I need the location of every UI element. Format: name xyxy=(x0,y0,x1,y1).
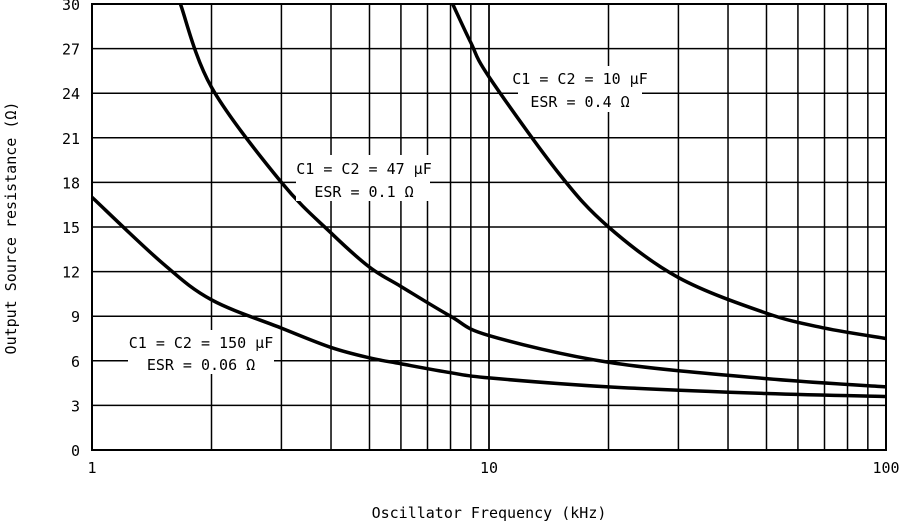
y-tick-label: 18 xyxy=(62,174,80,192)
y-tick-label: 6 xyxy=(71,353,80,371)
y-tick-label: 24 xyxy=(62,85,80,103)
y-axis-label: Output Source resistance (Ω) xyxy=(2,102,20,355)
y-tick-label: 3 xyxy=(71,397,80,415)
series-label-47uf: C1 = C2 = 47 µF ESR = 0.1 Ω xyxy=(296,155,432,201)
y-tick-label: 21 xyxy=(62,130,80,148)
y-tick-label: 0 xyxy=(71,442,80,460)
plot-frame xyxy=(91,3,887,451)
series-label-line1: C1 = C2 = 47 µF xyxy=(296,160,431,178)
y-tick-labels: 0 3 6 9 12 15 18 21 24 27 30 xyxy=(62,0,80,460)
x-axis-label: Oscillator Frequency (kHz) xyxy=(372,504,607,522)
x-tick-label: 100 xyxy=(872,459,899,477)
label-background xyxy=(518,66,642,112)
y-tick-label: 27 xyxy=(62,41,80,59)
y-tick-label: 30 xyxy=(62,0,80,14)
label-background xyxy=(296,155,430,201)
x-tick-labels: 1 10 100 xyxy=(87,459,899,477)
y-tick-label: 9 xyxy=(71,308,80,326)
y-tick-label: 12 xyxy=(62,264,80,282)
series-label-line2: ESR = 0.1 Ω xyxy=(314,183,413,201)
label-background xyxy=(128,330,274,374)
y-tick-label: 15 xyxy=(62,219,80,237)
grid xyxy=(91,3,887,451)
series-label-line2: ESR = 0.06 Ω xyxy=(147,356,255,374)
series-label-10uf: C1 = C2 = 10 µF ESR = 0.4 Ω xyxy=(512,66,648,112)
series-line-1 xyxy=(178,3,887,389)
curves xyxy=(90,3,887,399)
series-label-line1: C1 = C2 = 150 µF xyxy=(129,334,274,352)
x-tick-label: 10 xyxy=(480,459,498,477)
series-label-150uf: C1 = C2 = 150 µF ESR = 0.06 Ω xyxy=(128,330,274,374)
x-tick-label: 1 xyxy=(87,459,96,477)
series-line-2 xyxy=(451,3,887,341)
series-label-line2: ESR = 0.4 Ω xyxy=(530,93,629,111)
series-label-line1: C1 = C2 = 10 µF xyxy=(512,70,647,88)
series-line-0 xyxy=(90,195,887,399)
